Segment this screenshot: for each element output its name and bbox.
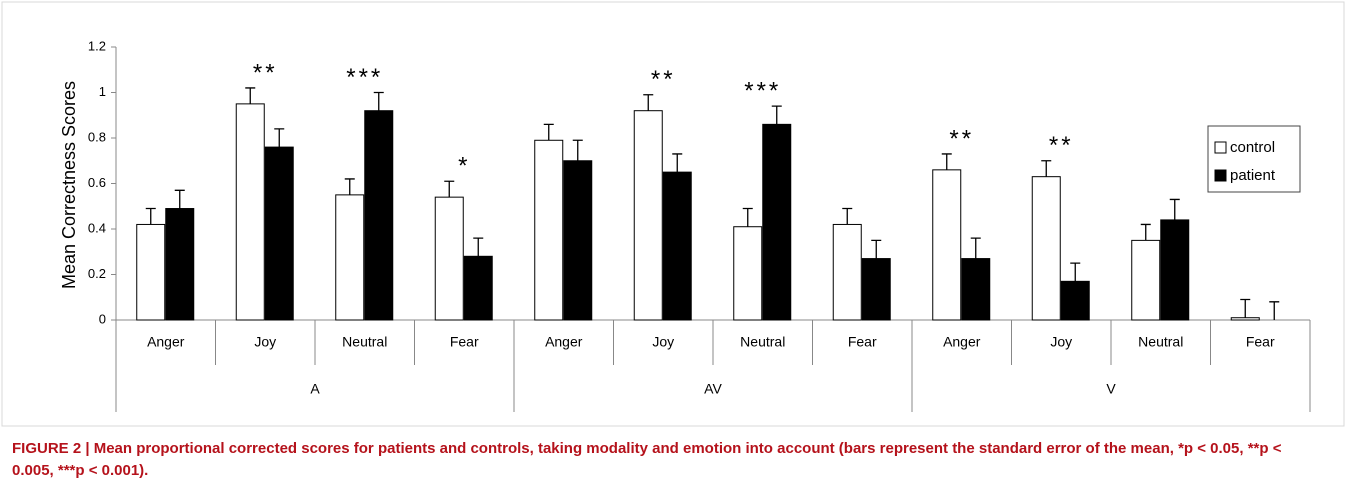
legend-swatch xyxy=(1214,141,1227,154)
x-tick-label: Anger xyxy=(943,334,981,350)
error-bar xyxy=(871,239,882,259)
group-label: AV xyxy=(704,381,722,397)
bar xyxy=(733,226,763,321)
significance-mark: *** xyxy=(346,64,383,91)
legend-swatch xyxy=(1214,169,1227,182)
x-tick-label: Joy xyxy=(1050,334,1072,350)
legend-label: control xyxy=(1230,139,1275,156)
x-tick-label: Neutral xyxy=(1138,334,1183,350)
error-bar xyxy=(941,153,952,170)
bar xyxy=(662,171,692,321)
error-bar xyxy=(1070,262,1081,282)
bar xyxy=(1131,239,1161,321)
bar xyxy=(335,194,365,321)
bar xyxy=(932,169,962,321)
x-tick-label: Fear xyxy=(848,334,877,350)
significance-mark: ** xyxy=(1049,132,1074,159)
error-bar xyxy=(344,178,355,195)
error-bar xyxy=(1140,223,1151,241)
x-tick-label: Neutral xyxy=(342,334,387,350)
bar xyxy=(165,208,195,321)
error-bar xyxy=(473,237,484,257)
error-bar xyxy=(771,105,782,125)
bar xyxy=(534,139,564,321)
bar xyxy=(235,103,265,321)
error-bar xyxy=(1269,301,1280,320)
y-axis-title: Mean Correctness Scores xyxy=(59,81,79,289)
bar xyxy=(1230,317,1260,321)
y-tick-label: 0.4 xyxy=(88,220,106,235)
significance-mark: ** xyxy=(253,59,278,86)
y-tick-label: 0.8 xyxy=(88,129,106,144)
bar xyxy=(364,110,394,321)
bar xyxy=(563,160,593,321)
error-bar xyxy=(373,91,384,111)
chart: Mean Correctness Scores 0 0.2 0.4 0.6 0.8 1 1.… xyxy=(1,1,1345,427)
x-tick-label: Joy xyxy=(254,334,276,350)
x-tick-label: Anger xyxy=(545,334,583,350)
error-bar xyxy=(742,207,753,227)
bar xyxy=(861,258,891,321)
bar xyxy=(463,255,493,321)
error-bar xyxy=(970,237,981,259)
bar xyxy=(1060,280,1090,321)
group-label: V xyxy=(1106,381,1116,397)
error-bar xyxy=(1240,298,1251,318)
error-bar xyxy=(572,139,583,161)
y-tick-label: 0.2 xyxy=(88,266,106,281)
error-bar xyxy=(444,180,455,198)
x-tick-label: Fear xyxy=(1246,334,1275,350)
error-bar xyxy=(672,153,683,173)
bar xyxy=(1160,219,1190,321)
bar xyxy=(136,223,166,321)
error-bar xyxy=(245,87,256,104)
error-bar xyxy=(174,189,185,209)
bar xyxy=(264,146,294,321)
error-bar xyxy=(543,123,554,141)
bar xyxy=(633,110,663,321)
error-bar xyxy=(145,207,156,225)
error-bar xyxy=(274,128,285,148)
legend-label: patient xyxy=(1230,167,1276,184)
bar xyxy=(434,196,464,321)
error-bar xyxy=(842,207,853,225)
x-tick-label: Fear xyxy=(450,334,479,350)
error-bar xyxy=(1041,160,1052,177)
x-tick-label: Joy xyxy=(652,334,674,350)
y-tick-label: 1.2 xyxy=(88,38,106,53)
frame xyxy=(1,1,1345,427)
bar xyxy=(762,123,792,321)
bar xyxy=(832,223,862,321)
x-tick-label: Neutral xyxy=(740,334,785,350)
error-bar xyxy=(643,94,654,111)
significance-mark: * xyxy=(458,153,470,180)
y-tick-label: 0.6 xyxy=(88,175,106,190)
x-tick-label: Anger xyxy=(147,334,185,350)
significance-mark: ** xyxy=(651,66,676,93)
significance-mark: ** xyxy=(949,125,974,152)
bar xyxy=(1031,176,1061,321)
caption: FIGURE 2 | Mean proportional corrected s… xyxy=(12,440,1282,479)
group-label: A xyxy=(310,381,320,397)
significance-mark: *** xyxy=(744,77,781,104)
y-tick-label: 0 xyxy=(99,311,106,326)
error-bar xyxy=(1169,198,1180,220)
bar xyxy=(961,258,991,321)
y-tick-label: 1 xyxy=(99,84,106,99)
